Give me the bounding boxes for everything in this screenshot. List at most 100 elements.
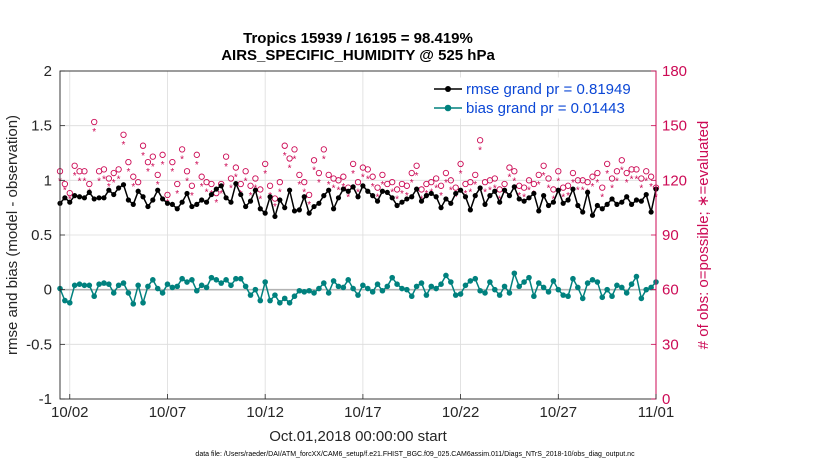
x-tick-label: 10/22 <box>442 404 480 421</box>
obs-evaluated-point: * <box>332 184 336 195</box>
obs-possible-point <box>169 158 176 166</box>
obs-possible-point <box>389 179 396 186</box>
y2-tick-label: 150 <box>662 118 687 135</box>
bias-point <box>535 280 542 286</box>
bias-point <box>345 277 352 283</box>
obs-possible-point <box>506 164 513 171</box>
obs-possible-point <box>149 153 156 160</box>
obs-evaluated-point: * <box>234 173 238 184</box>
bias-point <box>555 286 562 293</box>
bias-point <box>374 281 381 288</box>
bias-point <box>570 275 576 282</box>
rmse-point <box>511 184 517 190</box>
bias-point <box>614 282 620 289</box>
obs-possible-point <box>501 180 508 188</box>
rmse-point <box>174 206 180 212</box>
rmse-point <box>91 196 97 202</box>
obs-possible-point <box>252 175 259 182</box>
obs-evaluated-point: * <box>297 180 301 191</box>
bias-point <box>110 290 117 296</box>
rmse-point <box>189 203 195 210</box>
obs-evaluated-point: * <box>78 176 82 187</box>
bias-point <box>140 299 146 306</box>
obs-evaluated-point: * <box>283 151 287 162</box>
bias-point <box>228 282 234 289</box>
bias-point <box>501 283 508 290</box>
rmse-point <box>355 194 361 200</box>
obs-possible-point <box>286 155 293 162</box>
rmse-point <box>443 196 449 202</box>
bias-point <box>96 281 102 288</box>
obs-evaluated-point: * <box>542 171 546 182</box>
rmse-point <box>120 182 127 188</box>
rmse-point <box>257 206 263 212</box>
y-tick-label: 1 <box>44 172 52 189</box>
bias-point <box>511 270 518 277</box>
obs-evaluated-point: * <box>327 180 331 191</box>
bias-point <box>257 297 264 304</box>
rmse-point <box>428 190 434 197</box>
rmse-point <box>624 194 630 200</box>
bias-point <box>325 290 332 296</box>
x-tick-label: 10/07 <box>149 404 187 421</box>
obs-possible-point <box>354 179 362 186</box>
obs-possible-point <box>76 168 83 175</box>
bias-point <box>321 280 327 286</box>
obs-possible-point <box>594 169 601 177</box>
rmse-point <box>67 199 73 205</box>
obs-possible-point <box>208 180 215 188</box>
bias-point <box>277 299 283 306</box>
bias-point <box>526 274 532 281</box>
bias-point <box>428 283 435 290</box>
y-axis-label: rmse and bias (model - observation) <box>4 115 21 355</box>
obs-possible-point <box>325 171 332 179</box>
obs-possible-point <box>530 180 538 188</box>
obs-evaluated-point: * <box>576 185 580 196</box>
obs-evaluated-point: * <box>170 167 174 178</box>
obs-evaluated-point: * <box>434 184 438 195</box>
obs-possible-point <box>296 171 303 179</box>
obs-possible-point <box>266 182 274 189</box>
obs-possible-point <box>61 180 69 188</box>
obs-possible-point <box>71 162 78 169</box>
rmse-point <box>360 183 366 189</box>
rmse-point <box>399 199 405 205</box>
obs-possible-point <box>301 179 308 186</box>
obs-possible-point <box>520 184 528 191</box>
obs-evaluated-point: * <box>322 154 326 165</box>
obs-possible-point <box>628 166 635 173</box>
rmse-point <box>350 184 356 190</box>
obs-evaluated-point: * <box>488 185 492 196</box>
obs-evaluated-point: * <box>346 193 350 204</box>
obs-possible-point <box>633 166 640 173</box>
obs-possible-point <box>100 166 108 173</box>
obs-possible-point <box>271 195 279 202</box>
bias-point <box>316 285 322 292</box>
obs-evaluated-point: * <box>595 178 599 189</box>
bias-point <box>575 284 581 291</box>
bias-point <box>145 283 151 290</box>
rmse-point <box>106 187 112 193</box>
rmse-point <box>565 197 571 203</box>
rmse-point <box>76 194 83 200</box>
rmse-point <box>169 201 175 207</box>
bias-point <box>496 292 503 298</box>
bias-point <box>169 284 176 291</box>
obs-possible-point <box>525 177 533 184</box>
bias-point <box>467 278 474 284</box>
rmse-point <box>179 199 185 205</box>
bias-point <box>545 289 552 295</box>
rmse-point <box>199 197 205 203</box>
data-file-footer: data file: /Users/raeder/DAI/ATM_forcXX/… <box>195 451 635 458</box>
rmse-point <box>604 201 610 207</box>
rmse-point <box>282 205 288 211</box>
rmse-point <box>311 203 317 210</box>
obs-evaluated-point: * <box>107 182 111 193</box>
rmse-point <box>648 209 654 215</box>
bias-point <box>643 286 650 293</box>
rmse-point <box>213 186 219 192</box>
bias-point <box>443 272 449 279</box>
obs-evaluated-point: * <box>117 175 121 186</box>
obs-evaluated-point: * <box>102 175 106 186</box>
obs-evaluated-point: * <box>337 185 341 196</box>
